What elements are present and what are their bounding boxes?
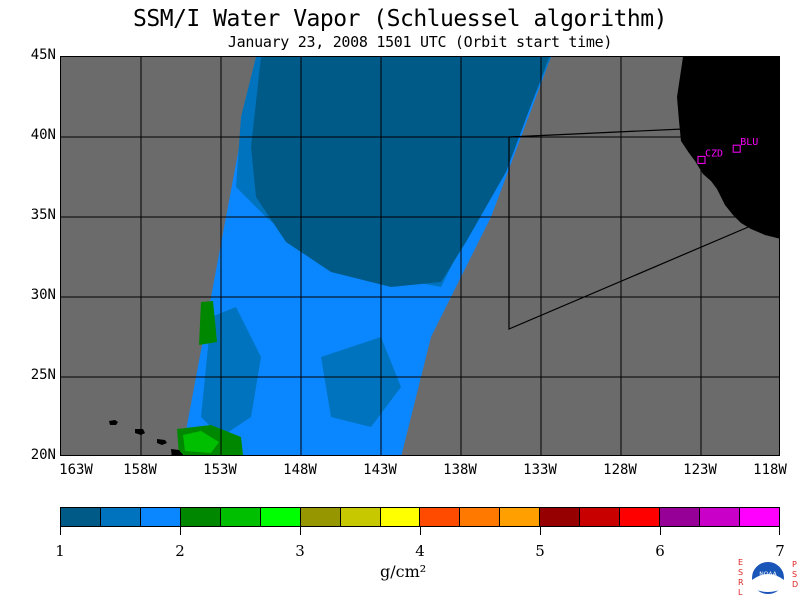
- lon-label: 138W: [443, 462, 477, 478]
- lon-label: 128W: [603, 462, 637, 478]
- colorbar-swatch: [580, 508, 621, 526]
- station-marker-czd: [697, 155, 706, 164]
- island-kauai: [109, 420, 118, 425]
- colorbar-tick-label: 1: [55, 542, 65, 560]
- station-label-blu: BLU: [740, 137, 758, 148]
- lat-label: 30N: [30, 287, 56, 303]
- swath-band-bright-green: [183, 431, 219, 453]
- colorbar-unit-label: g/cm²: [380, 562, 427, 581]
- colorbar-tick-label: 4: [415, 542, 425, 560]
- swath-band-green: [199, 301, 217, 345]
- lat-label: 20N: [30, 447, 56, 463]
- water-vapor-map: CZD BLU: [60, 56, 780, 456]
- lat-label: 40N: [30, 127, 56, 143]
- logo-letter-s2: S: [792, 570, 797, 579]
- colorbar-swatch: [739, 508, 779, 526]
- colorbar-tickmark: [660, 527, 661, 535]
- colorbar-swatch: [100, 508, 141, 526]
- chart-subtitle: January 23, 2008 1501 UTC (Orbit start t…: [227, 33, 613, 51]
- colorbar-swatch: [700, 508, 740, 526]
- colorbar-swatch: [660, 508, 700, 526]
- lon-label: 158W: [123, 462, 157, 478]
- colorbar-tickmark: [300, 527, 301, 535]
- colorbar-tick-label: 2: [175, 542, 185, 560]
- logo-letter-e: E: [738, 558, 743, 567]
- colorbar-swatch: [420, 508, 461, 526]
- lon-label: 143W: [363, 462, 397, 478]
- swath-band-dark: [251, 57, 549, 287]
- colorbar-swatch: [140, 508, 181, 526]
- colorbar-swatch: [540, 508, 581, 526]
- logo-letter-s: S: [738, 568, 743, 577]
- colorbar-tick-label: 7: [775, 542, 785, 560]
- colorbar-tickmark: [779, 527, 780, 535]
- island-oahu: [135, 429, 145, 435]
- colorbar-tickmark: [540, 527, 541, 535]
- station-marker-blu: [732, 144, 741, 153]
- analysis-box-outline: [508, 128, 754, 330]
- colorbar-swatch: [500, 508, 541, 526]
- lat-label: 45N: [30, 47, 56, 63]
- logo-bird: [752, 574, 784, 592]
- lat-label: 35N: [30, 207, 56, 223]
- colorbar-swatch: [460, 508, 501, 526]
- logo-letter-d: D: [792, 580, 798, 589]
- lon-label: 123W: [683, 462, 717, 478]
- logo-noaa-text: NOAA: [759, 571, 777, 578]
- logo-letter-p: P: [792, 560, 797, 569]
- colorbar-swatch: [260, 508, 301, 526]
- colorbar-swatch: [380, 508, 421, 526]
- logo-letter-l: L: [738, 588, 743, 597]
- chart-title: SSM/I Water Vapor (Schluessel algorithm): [133, 6, 667, 32]
- colorbar-tick-label: 5: [535, 542, 545, 560]
- colorbar-tickmark: [60, 527, 61, 535]
- colorbar-tick-label: 6: [655, 542, 665, 560]
- lon-label: 163W: [59, 462, 93, 478]
- lon-label: 148W: [283, 462, 317, 478]
- colorbar-swatch: [300, 508, 341, 526]
- lon-label: 153W: [203, 462, 237, 478]
- station-label-czd: CZD: [705, 148, 723, 159]
- colorbar-tickmark: [180, 527, 181, 535]
- colorbar-swatch: [180, 508, 221, 526]
- colorbar-tickmark: [420, 527, 421, 535]
- colorbar-swatch: [220, 508, 261, 526]
- colorbar-swatch: [61, 508, 101, 526]
- lat-label: 25N: [30, 367, 56, 383]
- logo-letter-r: R: [738, 578, 744, 587]
- noaa-logo: E S R L NOAA P S D: [738, 558, 798, 597]
- land-north-america: [677, 57, 779, 239]
- colorbar-swatch: [620, 508, 661, 526]
- island-hawaii: [171, 449, 184, 455]
- colorbar: [60, 507, 780, 527]
- lon-label: 133W: [523, 462, 557, 478]
- map-canvas: CZD BLU: [61, 57, 779, 455]
- island-maui: [157, 439, 167, 445]
- colorbar-swatch: [340, 508, 381, 526]
- colorbar-tick-label: 3: [295, 542, 305, 560]
- lon-label: 118W: [753, 462, 787, 478]
